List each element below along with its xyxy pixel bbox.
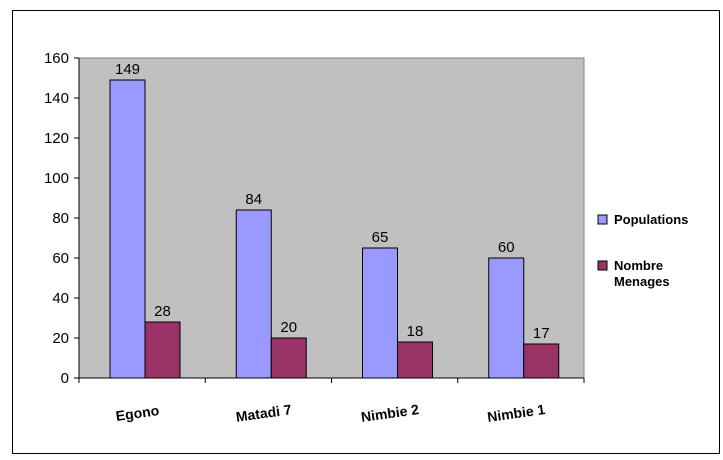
y-tick-label: 40	[52, 290, 69, 307]
x-axis: Egono Matadi 7 Nimbie 2 Nimbie 1	[78, 377, 585, 425]
bar-labels: 149 28 84 20 65 18 60 17	[115, 61, 550, 342]
bar-value-label: 28	[154, 303, 171, 320]
bar-populations	[109, 79, 146, 379]
bars	[109, 79, 560, 379]
y-tick-label: 120	[44, 130, 69, 147]
bar-populations	[362, 247, 398, 379]
bar-menages	[397, 341, 433, 379]
legend-swatch-populations	[597, 214, 608, 225]
bar-value-label: 18	[407, 323, 424, 340]
x-category-label: Nimbie 2	[360, 401, 420, 425]
bar-populations	[488, 257, 525, 379]
bar-menages	[144, 321, 181, 379]
y-tick-label: 0	[61, 370, 69, 387]
x-category-label: Matadi 7	[235, 401, 293, 425]
bar-populations	[235, 209, 272, 379]
y-tick-label: 80	[52, 210, 69, 227]
legend-label-menages-line1: Nombre	[614, 258, 663, 273]
y-tick-label: 100	[44, 170, 69, 187]
y-tick-label: 20	[52, 330, 69, 347]
y-tick-label: 60	[52, 250, 69, 267]
bar-value-label: 65	[372, 229, 389, 246]
y-tick-label: 160	[44, 50, 69, 67]
x-category-label: Egono	[115, 402, 160, 424]
bar-menages	[270, 337, 307, 379]
y-axis: 0 20 40 60 80 100 120 140 160	[44, 50, 80, 387]
bar-value-label: 60	[498, 239, 515, 256]
bar-value-label: 20	[280, 319, 297, 336]
legend: Populations Nombre Menages	[597, 212, 688, 289]
y-tick-label: 140	[44, 90, 69, 107]
bar-value-label: 149	[115, 61, 140, 78]
bar-value-label: 84	[245, 191, 262, 208]
bar-menages	[523, 343, 560, 379]
legend-label-populations: Populations	[614, 212, 688, 227]
legend-swatch-menages	[597, 260, 608, 271]
x-category-label: Nimbie 1	[486, 401, 546, 425]
legend-label-menages-line2: Menages	[614, 274, 670, 289]
bar-value-label: 17	[533, 325, 550, 342]
